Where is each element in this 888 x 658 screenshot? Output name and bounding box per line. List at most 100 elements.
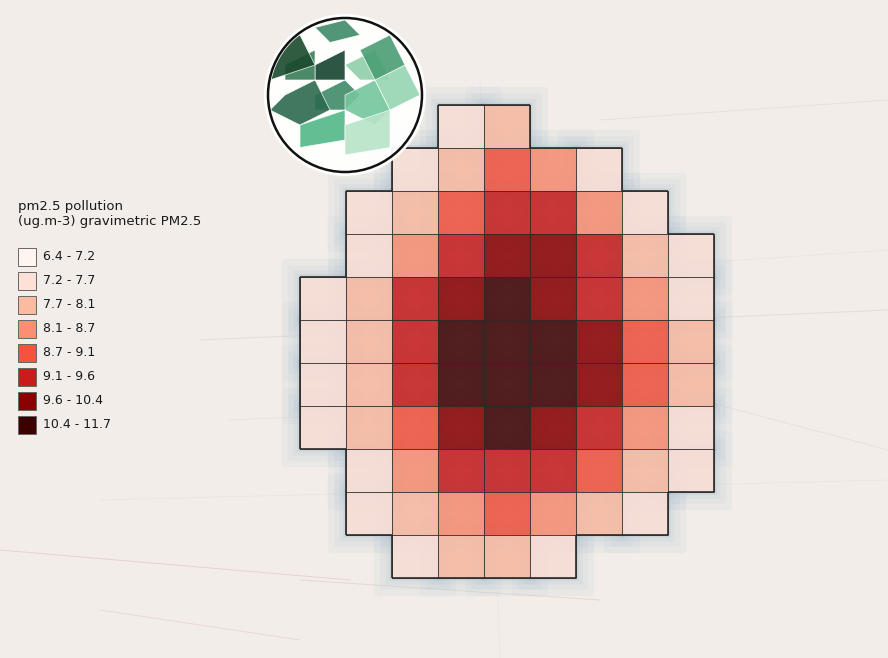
FancyBboxPatch shape	[564, 309, 634, 374]
FancyBboxPatch shape	[569, 270, 629, 326]
FancyBboxPatch shape	[478, 528, 536, 584]
FancyBboxPatch shape	[339, 442, 399, 499]
Bar	[438, 449, 484, 492]
FancyBboxPatch shape	[385, 528, 445, 584]
FancyBboxPatch shape	[519, 438, 588, 504]
FancyBboxPatch shape	[435, 317, 487, 366]
FancyBboxPatch shape	[390, 532, 440, 580]
Polygon shape	[360, 35, 405, 80]
Bar	[530, 277, 576, 320]
Bar	[18, 248, 36, 266]
FancyBboxPatch shape	[297, 361, 349, 409]
FancyBboxPatch shape	[519, 394, 588, 461]
FancyBboxPatch shape	[294, 270, 353, 326]
FancyBboxPatch shape	[478, 399, 536, 455]
FancyBboxPatch shape	[662, 357, 720, 413]
FancyBboxPatch shape	[511, 302, 594, 381]
FancyBboxPatch shape	[615, 442, 675, 499]
FancyBboxPatch shape	[334, 179, 404, 245]
Bar	[484, 105, 530, 148]
FancyBboxPatch shape	[420, 259, 503, 338]
Bar	[346, 449, 392, 492]
FancyBboxPatch shape	[328, 474, 410, 553]
Bar	[484, 406, 530, 449]
FancyBboxPatch shape	[328, 173, 410, 252]
Text: (ug.m-3) gravimetric PM2.5: (ug.m-3) gravimetric PM2.5	[18, 215, 202, 228]
Bar	[392, 492, 438, 535]
FancyBboxPatch shape	[374, 517, 456, 596]
FancyBboxPatch shape	[390, 274, 440, 322]
Text: pm2.5 pollution: pm2.5 pollution	[18, 200, 123, 213]
FancyBboxPatch shape	[574, 361, 624, 409]
Bar	[18, 296, 36, 314]
FancyBboxPatch shape	[420, 431, 503, 510]
FancyBboxPatch shape	[339, 270, 399, 326]
FancyBboxPatch shape	[524, 442, 583, 499]
FancyBboxPatch shape	[524, 141, 583, 197]
Bar	[530, 148, 576, 191]
FancyBboxPatch shape	[604, 173, 686, 252]
FancyBboxPatch shape	[615, 228, 675, 284]
FancyBboxPatch shape	[380, 179, 449, 245]
Bar	[392, 449, 438, 492]
Bar	[346, 191, 392, 234]
FancyBboxPatch shape	[615, 313, 675, 370]
Text: 7.2 - 7.7: 7.2 - 7.7	[43, 274, 95, 288]
FancyBboxPatch shape	[574, 317, 624, 366]
FancyBboxPatch shape	[435, 403, 487, 451]
FancyBboxPatch shape	[527, 403, 579, 451]
Bar	[484, 535, 530, 578]
FancyBboxPatch shape	[339, 399, 399, 455]
FancyBboxPatch shape	[420, 302, 503, 381]
FancyBboxPatch shape	[662, 442, 720, 499]
Polygon shape	[270, 80, 330, 125]
FancyBboxPatch shape	[511, 431, 594, 510]
Text: 7.7 - 8.1: 7.7 - 8.1	[43, 299, 95, 311]
FancyBboxPatch shape	[472, 93, 542, 160]
Bar	[392, 363, 438, 406]
Bar	[438, 535, 484, 578]
FancyBboxPatch shape	[432, 228, 490, 284]
FancyBboxPatch shape	[604, 431, 686, 510]
FancyBboxPatch shape	[435, 361, 487, 409]
FancyBboxPatch shape	[527, 532, 579, 580]
FancyBboxPatch shape	[426, 93, 496, 160]
FancyBboxPatch shape	[478, 442, 536, 499]
FancyBboxPatch shape	[564, 480, 634, 547]
FancyBboxPatch shape	[390, 446, 440, 495]
FancyBboxPatch shape	[481, 361, 533, 409]
FancyBboxPatch shape	[574, 446, 624, 495]
Bar	[300, 320, 346, 363]
Bar	[484, 320, 530, 363]
Bar	[622, 363, 668, 406]
FancyBboxPatch shape	[481, 446, 533, 495]
FancyBboxPatch shape	[426, 480, 496, 547]
FancyBboxPatch shape	[650, 259, 733, 338]
FancyBboxPatch shape	[558, 431, 640, 510]
FancyBboxPatch shape	[466, 474, 548, 553]
FancyBboxPatch shape	[511, 259, 594, 338]
Bar	[530, 191, 576, 234]
FancyBboxPatch shape	[297, 403, 349, 451]
FancyBboxPatch shape	[374, 302, 456, 381]
FancyBboxPatch shape	[604, 216, 686, 295]
FancyBboxPatch shape	[339, 357, 399, 413]
FancyBboxPatch shape	[432, 357, 490, 413]
Bar	[484, 363, 530, 406]
FancyBboxPatch shape	[472, 265, 542, 332]
Bar	[622, 234, 668, 277]
FancyBboxPatch shape	[380, 438, 449, 504]
FancyBboxPatch shape	[564, 179, 634, 245]
FancyBboxPatch shape	[569, 399, 629, 455]
FancyBboxPatch shape	[524, 184, 583, 241]
Bar	[668, 234, 714, 277]
Bar	[530, 406, 576, 449]
FancyBboxPatch shape	[435, 274, 487, 322]
Bar	[622, 406, 668, 449]
FancyBboxPatch shape	[344, 317, 394, 366]
FancyBboxPatch shape	[527, 232, 579, 280]
FancyBboxPatch shape	[665, 361, 717, 409]
Bar	[392, 406, 438, 449]
FancyBboxPatch shape	[420, 173, 503, 252]
FancyBboxPatch shape	[527, 446, 579, 495]
